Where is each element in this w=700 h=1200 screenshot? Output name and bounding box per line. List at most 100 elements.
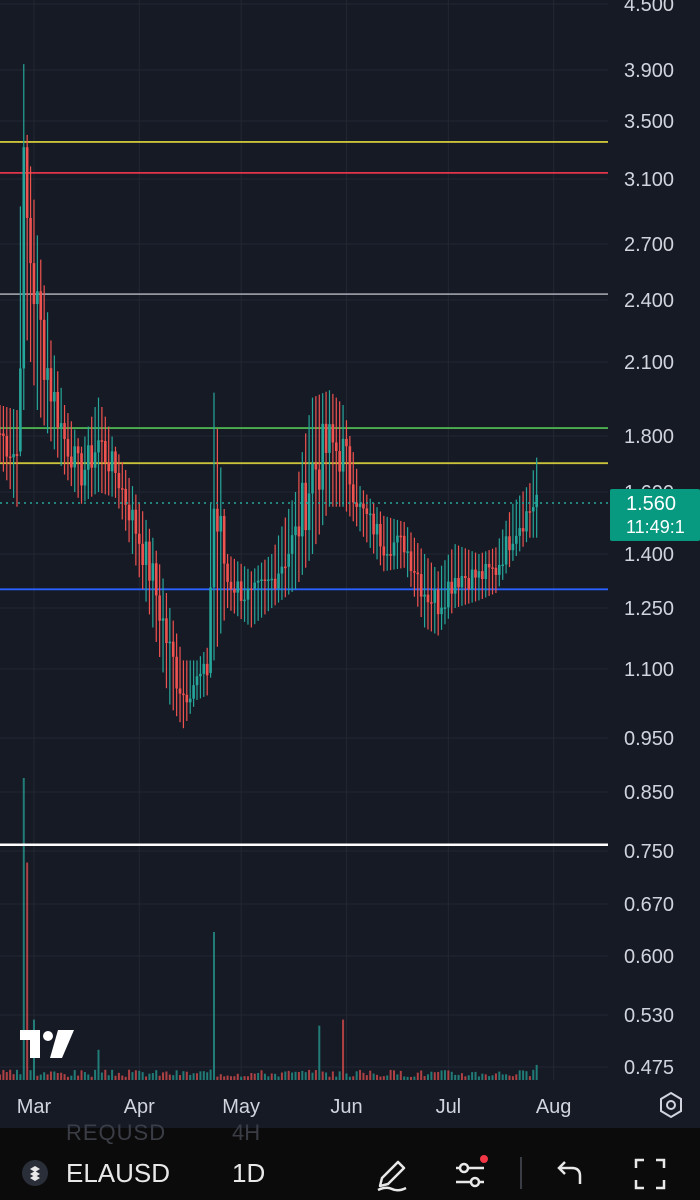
volume-bar xyxy=(294,1071,297,1080)
y-tick-label: 3.900 xyxy=(624,60,674,82)
volume-bar xyxy=(199,1071,202,1080)
undo-icon[interactable] xyxy=(548,1154,588,1194)
candle-body xyxy=(443,607,447,609)
volume-bar xyxy=(151,1073,154,1080)
volume-bar xyxy=(124,1076,127,1080)
volume-bar xyxy=(270,1073,273,1080)
symbol-icon[interactable] xyxy=(22,1160,48,1186)
candle-body xyxy=(402,535,406,553)
volume-bar xyxy=(36,1075,39,1080)
volume-bar xyxy=(528,1076,531,1080)
volume-bar xyxy=(46,1074,49,1080)
candle-body xyxy=(484,563,488,579)
volume-bar xyxy=(399,1070,402,1080)
volume-bar xyxy=(138,1070,141,1080)
candle-body xyxy=(470,569,474,590)
volume-bar xyxy=(2,1069,5,1080)
interval-button[interactable]: 1D xyxy=(232,1158,266,1188)
candle-body xyxy=(355,502,358,507)
volume-bar xyxy=(488,1076,491,1080)
candle-body xyxy=(182,693,185,696)
candle-body xyxy=(216,508,219,532)
candle-body xyxy=(212,508,216,588)
volume-bar xyxy=(87,1074,90,1080)
fullscreen-icon[interactable] xyxy=(630,1154,670,1194)
candle-body xyxy=(453,577,457,594)
volume-bar xyxy=(297,1072,300,1080)
candle-body xyxy=(440,607,443,615)
candle-body xyxy=(375,523,379,535)
volume-bar xyxy=(80,1070,83,1080)
candle-body xyxy=(365,508,369,514)
candle-body xyxy=(199,673,202,677)
candle-body xyxy=(250,588,253,591)
candle-body xyxy=(467,578,471,590)
candle-body xyxy=(514,535,518,544)
volume-bar xyxy=(185,1071,188,1080)
candle-body xyxy=(19,368,22,452)
candle-body xyxy=(382,546,386,556)
volume-bar xyxy=(148,1073,151,1080)
volume-bar xyxy=(508,1075,511,1080)
candle-body xyxy=(76,446,80,454)
volume-bar xyxy=(60,1072,63,1080)
volume-bar xyxy=(389,1069,392,1080)
volume-bar xyxy=(90,1076,93,1080)
volume-bar xyxy=(372,1073,375,1080)
drawing-pen-icon[interactable] xyxy=(372,1154,412,1194)
volume-bar xyxy=(114,1075,117,1080)
candle-body xyxy=(90,445,94,468)
candle-body xyxy=(501,564,505,567)
volume-bar xyxy=(423,1076,426,1080)
volume-bar xyxy=(253,1073,256,1080)
volume-bar xyxy=(311,1072,314,1080)
symbol-button[interactable]: ELAUSD xyxy=(66,1158,171,1188)
candle-body xyxy=(273,578,277,589)
candle-body xyxy=(222,515,226,564)
last-price-label: 1.560 xyxy=(626,493,677,515)
volume-bar xyxy=(158,1075,161,1080)
price-chart[interactable]: 4.500 3.900 3.500 3.100 2.700 2.400 2.100 1.800… xyxy=(0,0,700,1128)
volume-bar xyxy=(0,1074,1,1080)
candle-body xyxy=(389,554,392,556)
volume-series xyxy=(0,778,538,1080)
volume-bar xyxy=(226,1075,229,1080)
candle-body xyxy=(39,291,43,320)
candle-body xyxy=(385,554,389,556)
volume-bar xyxy=(39,1074,42,1080)
candle-body xyxy=(487,563,491,568)
volume-bar xyxy=(464,1076,467,1080)
candle-body xyxy=(148,541,151,581)
chart-area[interactable]: 4.500 3.900 3.500 3.100 2.700 2.400 2.100 1.800… xyxy=(0,0,700,1128)
volume-bar xyxy=(365,1075,368,1080)
candle-body xyxy=(202,663,206,674)
candle-body xyxy=(144,541,148,565)
candle-body xyxy=(117,473,121,489)
chart-grid xyxy=(0,0,608,1080)
candle-body xyxy=(518,528,521,536)
volume-bar xyxy=(511,1076,514,1080)
x-tick-label: Jul xyxy=(436,1096,462,1118)
volume-bar xyxy=(229,1076,232,1080)
volume-bar xyxy=(352,1076,355,1080)
volume-bar xyxy=(335,1076,338,1080)
volume-bar xyxy=(66,1076,69,1080)
candle-body xyxy=(256,580,260,583)
volume-bar xyxy=(447,1070,450,1080)
candle-body xyxy=(185,694,189,703)
candle-body xyxy=(154,563,158,596)
volume-bar xyxy=(209,1069,212,1080)
candle-body xyxy=(460,576,464,588)
candle-body xyxy=(2,433,5,436)
indicator-settings-icon[interactable] xyxy=(450,1154,490,1194)
volume-bar xyxy=(53,1071,56,1080)
candle-body xyxy=(474,569,477,578)
candle-body xyxy=(287,553,291,567)
candle-body xyxy=(280,566,284,574)
x-tick-label: Apr xyxy=(124,1096,155,1118)
volume-bar xyxy=(396,1074,399,1080)
candle-body xyxy=(372,513,375,535)
candle-body xyxy=(5,435,9,457)
chart-settings-icon[interactable] xyxy=(656,1090,686,1120)
volume-bar xyxy=(49,1071,52,1080)
